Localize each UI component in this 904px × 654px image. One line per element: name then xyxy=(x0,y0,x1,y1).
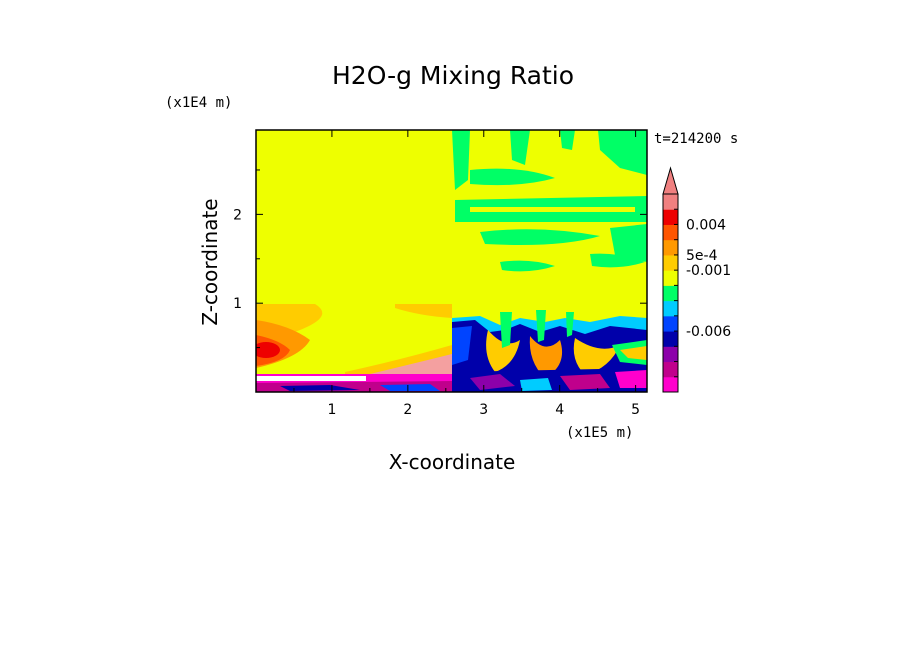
x-tick-label: 3 xyxy=(479,402,488,418)
colorbar-segment xyxy=(663,224,678,241)
colorbar-segment xyxy=(663,239,678,256)
colorbar-segment xyxy=(663,376,678,393)
colorbar-segment xyxy=(663,346,678,363)
colorbar-label: 5e-4 xyxy=(686,248,718,264)
colorbar-label: 0.004 xyxy=(686,217,726,233)
field-contours xyxy=(256,130,647,392)
colorbar-frame xyxy=(662,193,679,393)
x-tick-label: 1 xyxy=(327,402,336,418)
plot-frame xyxy=(255,129,648,393)
colorbar-segment xyxy=(663,254,678,271)
colorbar-segment xyxy=(663,331,678,347)
y-tick-label: 1 xyxy=(233,296,242,312)
colorbar-segment xyxy=(663,270,678,286)
colorbar-segment xyxy=(663,285,678,302)
colorbar-label: -0.006 xyxy=(686,324,731,340)
chart-title: H2O-g Mixing Ratio xyxy=(332,61,574,90)
x-tick-label: 4 xyxy=(555,402,564,418)
colorbar-label: -0.001 xyxy=(686,263,731,279)
colorbar: 0.004 5e-4-0.001 -0.006 xyxy=(662,166,731,393)
x-tick-label: 2 xyxy=(403,402,412,418)
y-axis-label: Z-coordinate xyxy=(198,198,222,325)
y-unit-label: (x1E4 m) xyxy=(165,95,232,111)
x-axis-ticks: 1 2 3 4 5 xyxy=(293,130,640,418)
colorbar-segment xyxy=(663,209,678,225)
colorbar-extension xyxy=(662,166,679,195)
colorbar-segment xyxy=(663,300,678,317)
y-tick-label: 2 xyxy=(233,207,242,223)
y-axis-ticks: 12 xyxy=(233,169,647,349)
time-label: t=214200 s xyxy=(654,131,738,147)
colorbar-segment xyxy=(663,194,678,210)
colorbar-segment xyxy=(663,315,678,332)
x-axis-label: X-coordinate xyxy=(389,450,516,474)
x-unit-label: (x1E5 m) xyxy=(566,425,633,441)
colorbar-segment xyxy=(663,361,678,378)
x-tick-label: 5 xyxy=(631,402,640,418)
